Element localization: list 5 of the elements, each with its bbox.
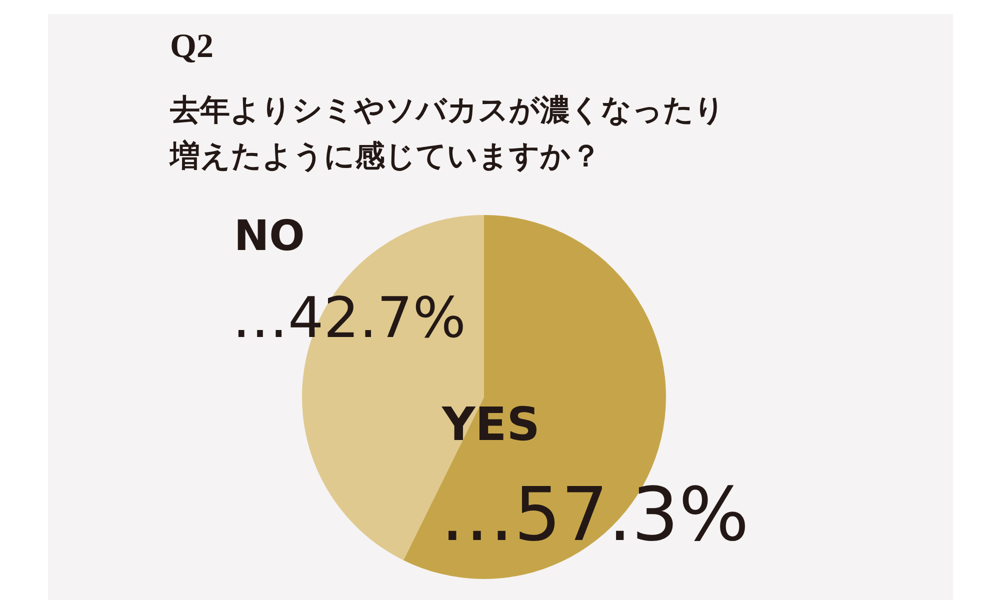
chart-title: Q2 bbox=[170, 28, 214, 66]
data-label: …42.7% bbox=[232, 286, 466, 351]
slice-label: YES bbox=[441, 397, 540, 451]
chart-subtitle: 去年よりシミやソバカスが濃くなったり増えたように感じていますか？ bbox=[170, 92, 726, 176]
slice-label: NO bbox=[234, 211, 305, 260]
